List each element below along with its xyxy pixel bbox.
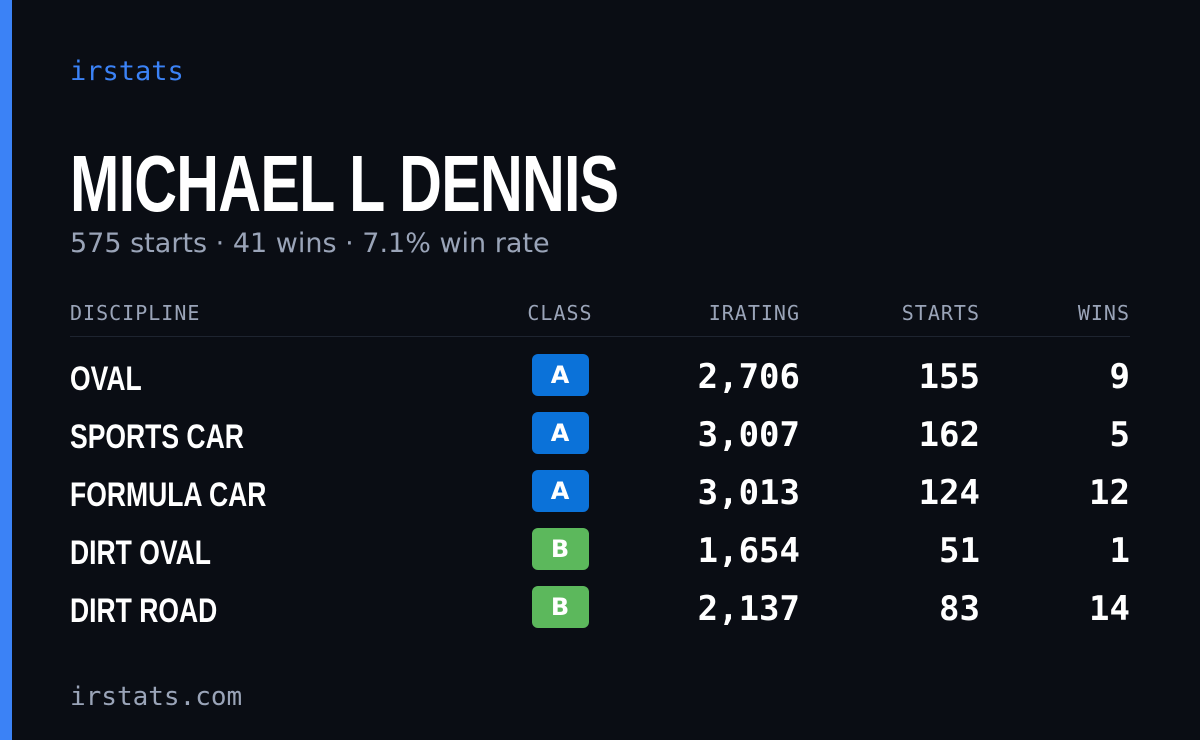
class-badge: B — [531, 586, 589, 628]
divider — [70, 336, 1130, 337]
discipline: DIRT OVAL — [70, 534, 211, 572]
column-header: WINS — [1077, 301, 1130, 325]
footer: irstats.com — [70, 682, 243, 712]
stat-value: 3,013 — [697, 473, 800, 513]
discipline: OVAL — [70, 360, 142, 398]
stat-value: 14 — [1089, 589, 1130, 629]
stat-value: 51 — [939, 531, 980, 571]
column-header: STARTS — [901, 301, 980, 325]
driver-summary: 575 starts · 41 wins · 7.1% win rate — [70, 228, 550, 259]
stat-value: 12 — [1089, 473, 1130, 513]
column-header: DISCIPLINE — [70, 301, 201, 325]
stat-value: 3,007 — [697, 415, 800, 455]
class-badge: A — [531, 412, 589, 454]
stat-value: 1 — [1109, 531, 1130, 571]
column-header: IRATING — [708, 301, 800, 325]
class-badge: A — [531, 354, 589, 396]
column-header: CLASS — [527, 301, 593, 325]
stat-value: 162 — [918, 415, 980, 455]
discipline: DIRT ROAD — [70, 592, 218, 630]
stat-value: 83 — [939, 589, 980, 629]
discipline: SPORTS CAR — [70, 418, 244, 456]
stat-value: 9 — [1109, 357, 1130, 397]
discipline: FORMULA CAR — [70, 476, 267, 514]
stat-value: 155 — [918, 357, 980, 397]
brand: irstats — [70, 56, 184, 87]
stat-value: 124 — [918, 473, 980, 513]
stat-value: 1,654 — [697, 531, 800, 571]
accent-bar — [0, 0, 12, 740]
stat-value: 5 — [1109, 415, 1130, 455]
class-badge: A — [531, 470, 589, 512]
driver-name: MICHAEL L DENNIS — [70, 139, 619, 228]
stat-value: 2,137 — [697, 589, 800, 629]
class-badge: B — [531, 528, 589, 570]
stat-value: 2,706 — [697, 357, 800, 397]
